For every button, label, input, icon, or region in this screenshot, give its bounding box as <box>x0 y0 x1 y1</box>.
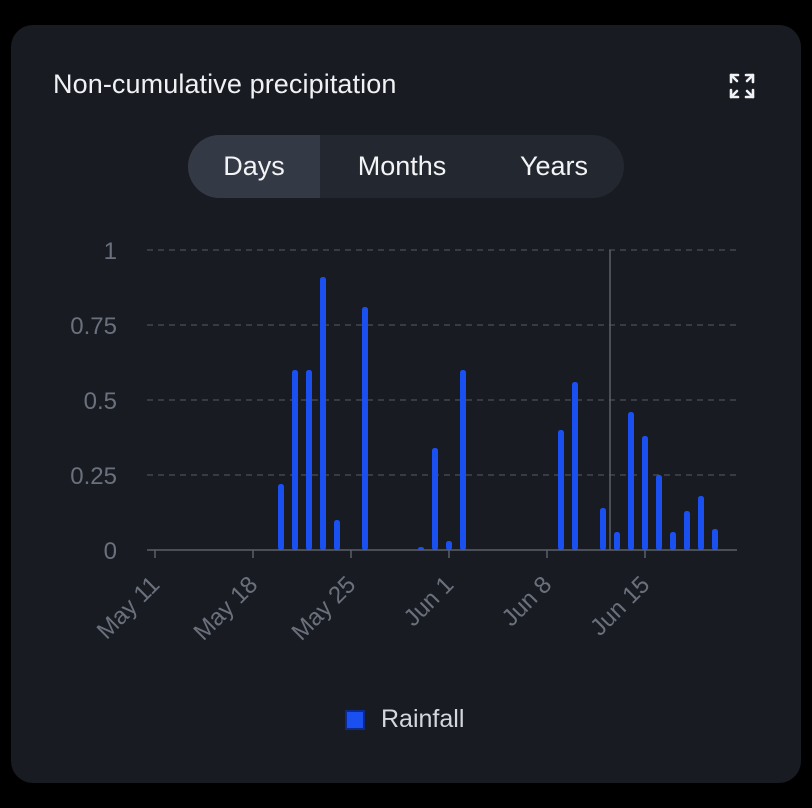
legend: Rainfall <box>345 705 464 734</box>
bar-rainfall[interactable] <box>684 511 690 550</box>
y-tick-label: 0.5 <box>84 388 117 415</box>
range-selector: Days Months Years <box>188 135 624 198</box>
y-tick-label: 1 <box>104 238 117 265</box>
tab-months[interactable]: Months <box>357 151 447 181</box>
x-tick-label: May 11 <box>92 571 165 644</box>
x-axis: May 11 May 18 May 25 Jun 1 Jun 8 Jun 15 <box>92 549 737 646</box>
card-title: Non-cumulative precipitation <box>53 69 397 99</box>
x-tick-label: May 18 <box>188 571 263 646</box>
bar-rainfall[interactable] <box>306 370 312 550</box>
x-tick-label: Jun 1 <box>399 571 460 632</box>
bar-rainfall[interactable] <box>600 508 606 550</box>
bar-rainfall[interactable] <box>292 370 298 550</box>
bar-rainfall[interactable] <box>614 532 620 550</box>
bar-rainfall[interactable] <box>628 412 634 550</box>
bar-rainfall[interactable] <box>698 496 704 550</box>
bar-rainfall[interactable] <box>278 484 284 550</box>
legend-label-rainfall[interactable]: Rainfall <box>381 705 465 733</box>
bar-rainfall[interactable] <box>334 520 340 550</box>
bar-rainfall[interactable] <box>572 382 578 550</box>
x-tick-label: May 25 <box>286 571 361 646</box>
bar-rainfall[interactable] <box>432 448 438 550</box>
bar-rainfall[interactable] <box>460 370 466 550</box>
y-tick-label: 0.75 <box>70 313 117 340</box>
x-tick-label: Jun 15 <box>585 571 655 641</box>
expand-icon[interactable] <box>727 71 757 101</box>
bar-rainfall[interactable] <box>670 532 676 550</box>
bar-rainfall[interactable] <box>558 430 564 550</box>
tab-days[interactable]: Days <box>188 135 320 198</box>
y-tick-label: 0.25 <box>70 463 117 490</box>
bar-rainfall[interactable] <box>642 436 648 550</box>
bar-rainfall[interactable] <box>656 475 662 550</box>
legend-swatch[interactable] <box>345 709 365 730</box>
precipitation-card: Non-cumulative precipitation Days Months… <box>11 25 801 783</box>
bar-rainfall[interactable] <box>712 529 718 550</box>
x-tick-label: Jun 8 <box>497 571 558 632</box>
bar-rainfall[interactable] <box>362 307 368 550</box>
grid-lines <box>147 249 737 476</box>
y-axis-ticks: 0 0.25 0.5 0.75 1 <box>70 238 117 565</box>
bars <box>278 277 718 550</box>
y-tick-label: 0 <box>104 538 117 565</box>
bar-rainfall[interactable] <box>320 277 326 550</box>
tab-years[interactable]: Years <box>519 151 589 181</box>
bar-rainfall[interactable] <box>446 541 452 550</box>
